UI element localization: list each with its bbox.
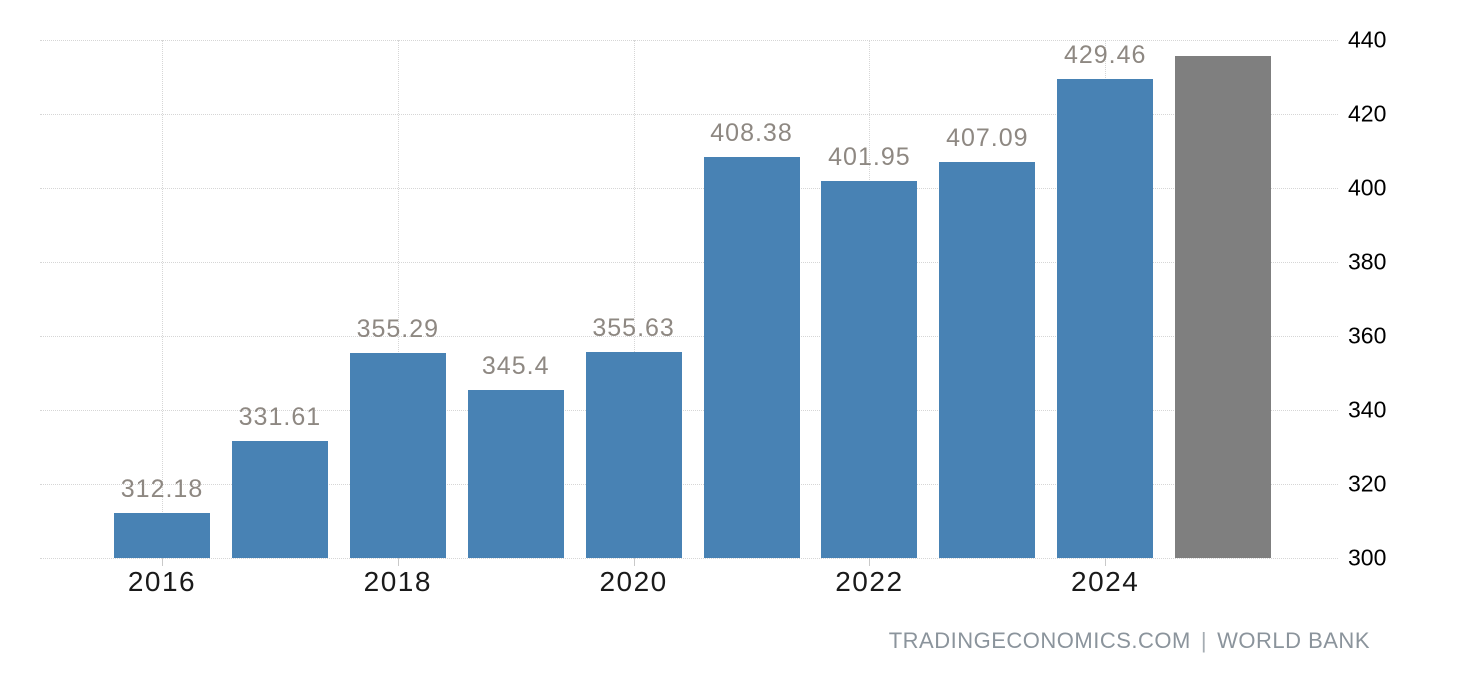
bar-5[interactable] xyxy=(703,156,800,558)
x-gridline xyxy=(162,40,163,558)
attribution-website: TRADINGECONOMICS.COM xyxy=(888,628,1191,653)
x-gridline xyxy=(397,40,399,558)
x-axis-tick xyxy=(1105,558,1107,566)
bar-2[interactable] xyxy=(349,353,446,558)
x-axis-label: 2018 xyxy=(363,566,432,597)
bar-4[interactable] xyxy=(585,352,682,558)
x-axis-tick xyxy=(869,558,871,566)
y-axis-tick-label: 420 xyxy=(1348,100,1387,127)
x-axis-tick xyxy=(397,558,399,566)
bar-0[interactable] xyxy=(114,512,210,558)
bar-1[interactable] xyxy=(231,441,328,558)
y-axis-tick-label: 380 xyxy=(1348,248,1387,275)
x-axis-label: 2024 xyxy=(1071,566,1140,597)
attribution: TRADINGECONOMICS.COM | WORLD BANK xyxy=(889,628,1370,654)
y-axis-tick-label: 320 xyxy=(1348,470,1387,497)
bar-value-label: 312.18 xyxy=(120,474,204,503)
y-gridline xyxy=(40,188,1338,189)
y-gridline xyxy=(40,558,1338,559)
bar-7[interactable] xyxy=(939,161,1036,558)
x-gridline xyxy=(633,40,635,558)
y-gridline xyxy=(40,410,1338,411)
bar-value-label: 345.4 xyxy=(481,352,550,381)
bar-value-label: 355.29 xyxy=(356,315,440,344)
x-axis-label: 2016 xyxy=(127,566,197,597)
bar-value-label: 401.95 xyxy=(828,142,911,171)
x-axis-tick xyxy=(162,558,163,566)
bar-value-label: 408.38 xyxy=(710,118,793,147)
bar-6[interactable] xyxy=(821,180,918,558)
y-gridline xyxy=(40,484,1338,485)
bar-9[interactable] xyxy=(1175,55,1272,558)
y-gridline xyxy=(40,114,1338,115)
bar-3[interactable] xyxy=(467,390,564,558)
y-axis-tick-label: 360 xyxy=(1348,322,1387,349)
y-axis-tick-label: 400 xyxy=(1348,174,1387,201)
x-axis-label: 2020 xyxy=(599,566,668,597)
x-axis-tick xyxy=(633,558,635,566)
x-axis-label: 2022 xyxy=(835,566,904,597)
y-axis-tick-label: 300 xyxy=(1348,544,1387,571)
attribution-source: WORLD BANK xyxy=(1217,628,1370,653)
y-gridline xyxy=(40,336,1338,337)
y-axis-tick-label: 440 xyxy=(1348,26,1387,53)
y-gridline xyxy=(40,40,1338,41)
y-axis-tick-label: 340 xyxy=(1348,396,1387,423)
bar-value-label: 429.46 xyxy=(1063,40,1147,69)
bar-value-label: 355.63 xyxy=(592,314,675,343)
bar-value-label: 331.61 xyxy=(238,403,322,432)
attribution-separator: | xyxy=(1200,628,1208,653)
bar-value-label: 407.09 xyxy=(946,123,1029,152)
bar-8[interactable] xyxy=(1057,78,1154,558)
y-gridline xyxy=(40,262,1338,263)
